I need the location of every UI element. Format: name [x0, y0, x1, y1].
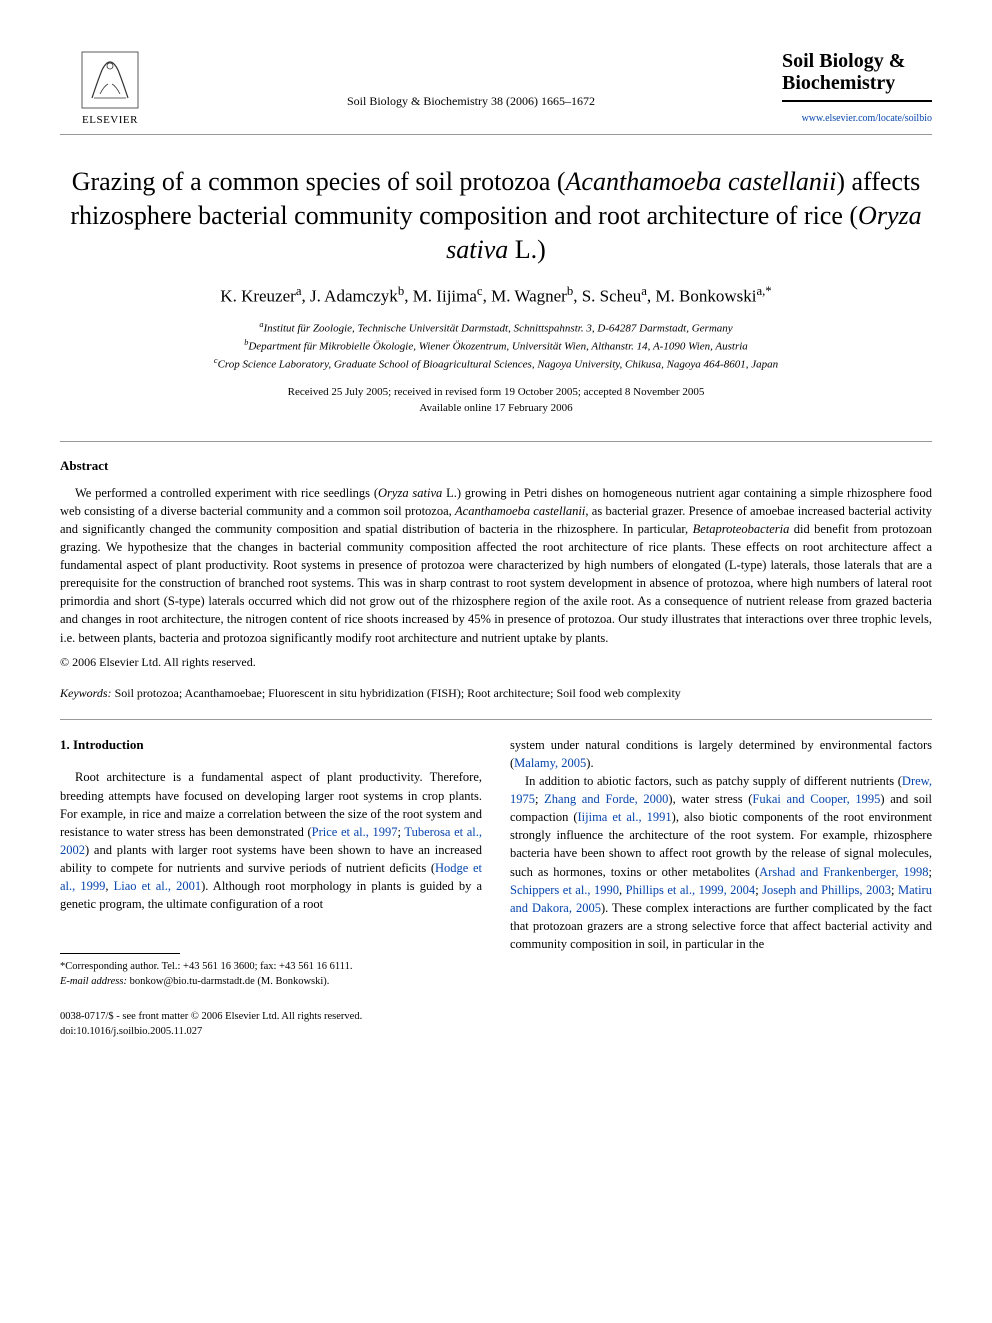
ref-link[interactable]: Fukai and Cooper, 1995 — [752, 792, 880, 806]
affiliations: aInstitut für Zoologie, Technische Unive… — [60, 319, 932, 373]
elsevier-logo — [80, 50, 140, 110]
column-left: 1. Introduction Root architecture is a f… — [60, 736, 482, 1040]
footer-doi: doi:10.1016/j.soilbio.2005.11.027 — [60, 1025, 482, 1040]
ref-link[interactable]: Price et al., 1997 — [312, 825, 398, 839]
affiliation-a: aInstitut für Zoologie, Technische Unive… — [60, 319, 932, 337]
intro-columns: 1. Introduction Root architecture is a f… — [60, 736, 932, 1040]
footnote-divider — [60, 953, 180, 954]
title-text: L.) — [508, 235, 546, 264]
footnote-email: E-mail address: bonkow@bio.tu-darmstadt.… — [60, 975, 482, 990]
abstract-copyright: © 2006 Elsevier Ltd. All rights reserved… — [60, 655, 932, 670]
article-dates: Received 25 July 2005; received in revis… — [60, 384, 932, 417]
publisher-name: ELSEVIER — [82, 114, 138, 126]
corresponding-author-footnote: *Corresponding author. Tel.: +43 561 16 … — [60, 960, 482, 989]
ref-link[interactable]: Schippers et al., 1990 — [510, 883, 619, 897]
journal-name: Soil Biology & Biochemistry — [782, 50, 932, 102]
page-header: ELSEVIER Soil Biology & Biochemistry 38 … — [60, 50, 932, 135]
footer-front-matter: 0038-0717/$ - see front matter © 2006 El… — [60, 1010, 482, 1025]
authors-line: K. Kreuzera, J. Adamczykb, M. Iijimac, M… — [60, 284, 932, 307]
keywords-label: Keywords: — [60, 686, 112, 700]
column-right: system under natural conditions is large… — [510, 736, 932, 1040]
ref-link[interactable]: Malamy, 2005 — [514, 756, 586, 770]
journal-block: Soil Biology & Biochemistry www.elsevier… — [782, 50, 932, 126]
dates-online: Available online 17 February 2006 — [60, 400, 932, 417]
ref-link[interactable]: Liao et al., 2001 — [114, 879, 201, 893]
ref-link[interactable]: Arshad and Frankenberger, 1998 — [759, 865, 928, 879]
citation-line: Soil Biology & Biochemistry 38 (2006) 16… — [160, 50, 782, 109]
divider — [60, 719, 932, 720]
ref-link[interactable]: Zhang and Forde, 2000 — [544, 792, 668, 806]
intro-para-2: In addition to abiotic factors, such as … — [510, 772, 932, 953]
abstract-body: We performed a controlled experiment wit… — [60, 484, 932, 647]
ref-link[interactable]: Iijima et al., 1991 — [577, 810, 671, 824]
keywords-text: Soil protozoa; Acanthamoebae; Fluorescen… — [112, 686, 681, 700]
journal-url-link[interactable]: www.elsevier.com/locate/soilbio — [802, 113, 932, 124]
title-species-1: Acanthamoeba castellanii — [566, 167, 837, 196]
footnote-tel: *Corresponding author. Tel.: +43 561 16 … — [60, 960, 482, 975]
affiliation-b: bDepartment für Mikrobielle Ökologie, Wi… — [60, 337, 932, 355]
publisher-block: ELSEVIER — [60, 50, 160, 126]
abstract-heading: Abstract — [60, 458, 932, 474]
intro-para-1: Root architecture is a fundamental aspec… — [60, 768, 482, 913]
keywords-line: Keywords: Soil protozoa; Acanthamoebae; … — [60, 686, 932, 701]
ref-link[interactable]: Joseph and Phillips, 2003 — [762, 883, 891, 897]
dates-received: Received 25 July 2005; received in revis… — [60, 384, 932, 401]
article-title: Grazing of a common species of soil prot… — [60, 165, 932, 266]
intro-para-1-cont: system under natural conditions is large… — [510, 736, 932, 772]
footer-block: 0038-0717/$ - see front matter © 2006 El… — [60, 1010, 482, 1039]
affiliation-c: cCrop Science Laboratory, Graduate Schoo… — [60, 355, 932, 373]
divider — [60, 441, 932, 442]
intro-heading: 1. Introduction — [60, 736, 482, 755]
ref-link[interactable]: Phillips et al., 1999, 2004 — [626, 883, 756, 897]
title-text: Grazing of a common species of soil prot… — [72, 167, 566, 196]
